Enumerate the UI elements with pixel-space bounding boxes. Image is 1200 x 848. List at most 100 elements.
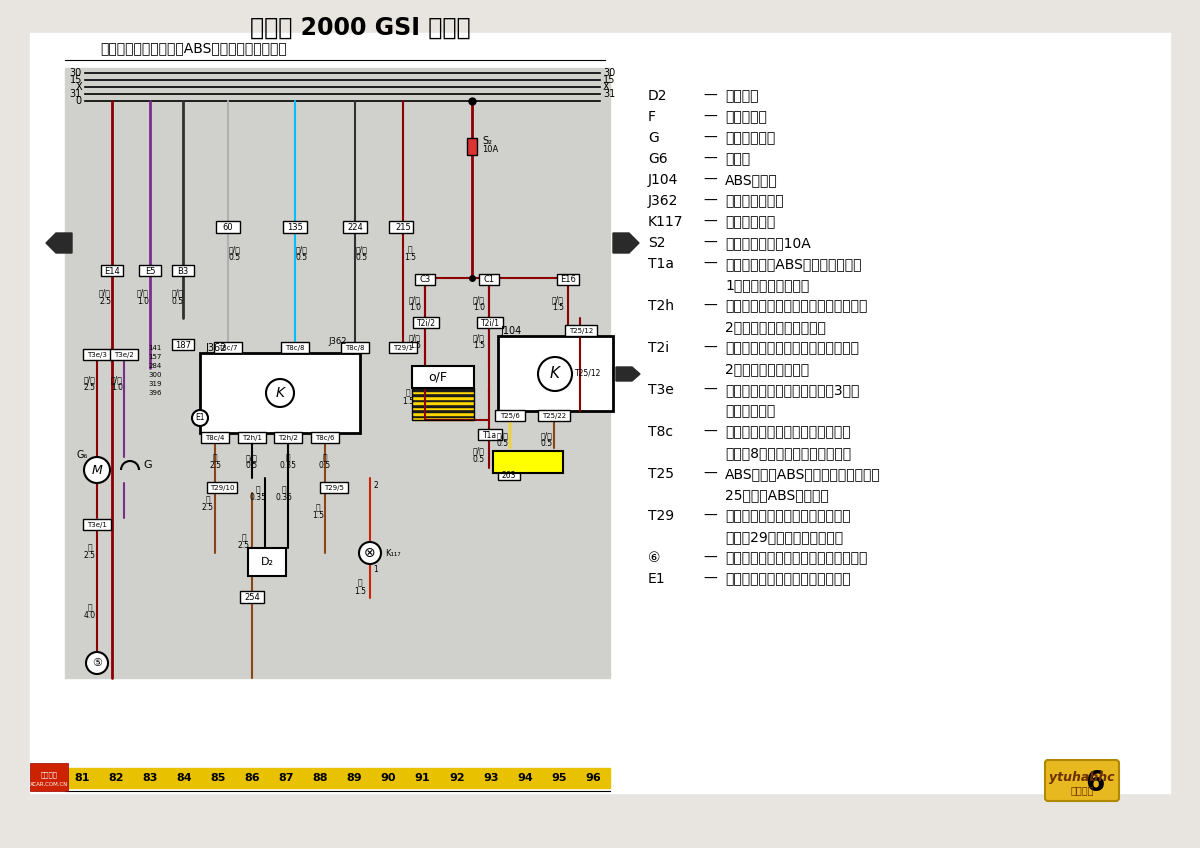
Text: 黑/红: 黑/红: [409, 333, 421, 343]
FancyBboxPatch shape: [1045, 760, 1120, 801]
Text: T2h/2: T2h/2: [278, 435, 298, 441]
Text: G: G: [648, 131, 659, 145]
FancyArrow shape: [46, 233, 72, 253]
Text: 92: 92: [449, 773, 464, 783]
Text: T8c: T8c: [648, 425, 673, 439]
Text: 2.5: 2.5: [84, 551, 96, 561]
Bar: [341, 342, 370, 353]
Text: 82: 82: [108, 773, 124, 783]
Text: T3e/3: T3e/3: [88, 352, 107, 358]
Text: 爱卡汽车: 爱卡汽车: [41, 772, 58, 778]
Text: 0: 0: [76, 96, 82, 106]
Text: J362: J362: [329, 338, 347, 347]
Text: 84: 84: [176, 773, 192, 783]
Text: 制动灯保险丝，10A: 制动灯保险丝，10A: [725, 236, 811, 250]
Text: —: —: [703, 383, 716, 397]
Text: C1: C1: [484, 276, 494, 284]
Text: 1.5: 1.5: [354, 587, 366, 595]
Text: 396: 396: [149, 390, 162, 396]
Text: 黑/红: 黑/红: [552, 295, 564, 304]
Text: 319: 319: [149, 381, 162, 387]
Text: 接地点，在中央电器左侧星形接地爪上: 接地点，在中央电器左侧星形接地爪上: [725, 551, 868, 565]
Bar: [281, 342, 310, 353]
Text: 2.5: 2.5: [202, 504, 214, 512]
Text: 224: 224: [347, 222, 362, 232]
Text: 254: 254: [244, 593, 260, 601]
Text: —: —: [703, 467, 716, 481]
Text: —: —: [703, 425, 716, 439]
Text: T29/1: T29/1: [394, 345, 413, 351]
Text: E16: E16: [560, 276, 576, 284]
Text: 红/黄: 红/黄: [473, 295, 485, 304]
Text: 燃油表传感器: 燃油表传感器: [725, 131, 775, 145]
Text: 1.5: 1.5: [312, 511, 324, 521]
Text: 棕: 棕: [358, 578, 362, 588]
Text: 90: 90: [380, 773, 396, 783]
Text: 同心同德: 同心同德: [1070, 785, 1093, 795]
Text: 燃油泵: 燃油泵: [725, 152, 750, 166]
Text: J362: J362: [205, 343, 227, 353]
Text: T2h/1: T2h/1: [242, 435, 262, 441]
Text: T29/10: T29/10: [210, 485, 234, 491]
Text: 1.5: 1.5: [409, 342, 421, 350]
Text: 前大灯线束与仪表板线束插头连接，: 前大灯线束与仪表板线束插头连接，: [725, 341, 859, 355]
Text: —: —: [703, 299, 716, 313]
Text: 黑/红: 黑/红: [409, 295, 421, 304]
Circle shape: [359, 542, 382, 564]
Text: E1: E1: [196, 414, 205, 422]
Text: 防盗器警告灯: 防盗器警告灯: [725, 215, 775, 229]
Text: 灰/白: 灰/白: [229, 246, 241, 254]
Text: T8c/8: T8c/8: [286, 345, 305, 351]
Text: 300: 300: [149, 372, 162, 378]
Text: 10A: 10A: [482, 146, 498, 154]
Text: ytuhabhc: ytuhabhc: [1049, 772, 1115, 784]
Text: 防盗器控制单元: 防盗器控制单元: [725, 194, 784, 208]
Text: T25/12: T25/12: [575, 369, 601, 377]
FancyArrow shape: [613, 233, 640, 253]
Text: 红/黄: 红/黄: [473, 333, 485, 343]
Bar: [30, 763, 68, 791]
Text: T25: T25: [648, 467, 674, 481]
Text: T8c/7: T8c/7: [218, 345, 238, 351]
Bar: [343, 221, 367, 233]
Text: T3e/1: T3e/1: [88, 522, 107, 528]
Text: 接地连接线，在仪表板开关线束内: 接地连接线，在仪表板开关线束内: [725, 572, 851, 586]
Text: J104: J104: [500, 326, 521, 336]
Text: 2.5: 2.5: [84, 383, 96, 393]
Text: 连接，29针，在组合仪表下方: 连接，29针，在组合仪表下方: [725, 530, 844, 544]
Text: 1.0: 1.0: [473, 304, 485, 313]
Text: XCAR.COM.CN: XCAR.COM.CN: [30, 782, 68, 786]
Text: 1.5: 1.5: [404, 254, 416, 263]
Text: 0.5: 0.5: [356, 254, 368, 263]
Bar: [216, 221, 240, 233]
Text: —: —: [703, 572, 716, 586]
Text: T1a: T1a: [482, 431, 497, 439]
Text: X: X: [76, 82, 82, 92]
Text: B3: B3: [178, 266, 188, 276]
Text: T2h: T2h: [648, 299, 674, 313]
Text: T25/12: T25/12: [569, 328, 593, 334]
Bar: [496, 410, 526, 421]
Text: 棕: 棕: [205, 495, 210, 505]
Text: T1a: T1a: [648, 257, 674, 271]
Text: 尾部线束与燃油箱插头连接，3针，: 尾部线束与燃油箱插头连接，3针，: [725, 383, 859, 397]
Text: ⑥: ⑥: [648, 551, 660, 565]
Text: 0.35: 0.35: [276, 494, 293, 503]
Text: X: X: [604, 82, 610, 92]
Bar: [557, 274, 580, 285]
Text: —: —: [703, 509, 716, 523]
Text: 1.0: 1.0: [409, 304, 421, 313]
Bar: [467, 138, 478, 155]
Text: 识读线圈与防盗器控制单元插头连接，: 识读线圈与防盗器控制单元插头连接，: [725, 299, 868, 313]
Text: 31: 31: [604, 89, 616, 99]
Text: 前大灯线束与ABS线束插头连接，: 前大灯线束与ABS线束插头连接，: [725, 257, 862, 271]
Text: ABS控制器: ABS控制器: [725, 173, 778, 187]
Text: T25/6: T25/6: [500, 413, 520, 419]
Bar: [65, 68, 610, 678]
Bar: [412, 388, 474, 420]
Text: G6: G6: [648, 152, 667, 166]
Text: —: —: [703, 257, 716, 271]
Text: 红/黄: 红/黄: [473, 447, 485, 455]
Text: 1.5: 1.5: [402, 397, 414, 405]
Text: G₆: G₆: [77, 450, 88, 460]
